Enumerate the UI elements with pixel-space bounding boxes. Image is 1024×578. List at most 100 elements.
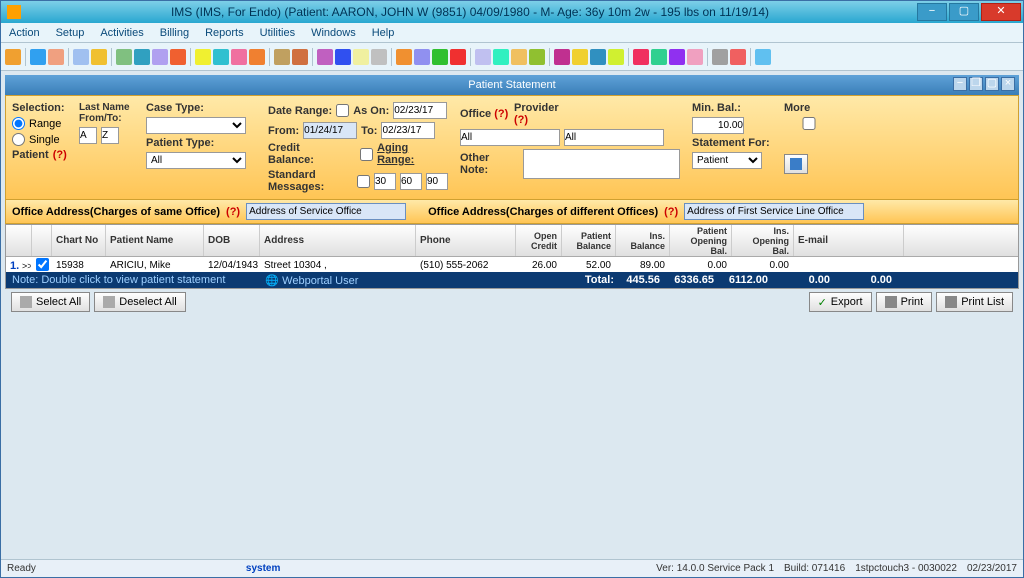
sm1-input[interactable]: [374, 173, 396, 190]
diff-office-help-icon[interactable]: (?): [664, 206, 678, 218]
col-header[interactable]: Patient Opening Bal.: [670, 225, 732, 256]
toolbar-icon-31[interactable]: [633, 49, 649, 65]
toolbar-icon-17[interactable]: [353, 49, 369, 65]
col-header[interactable]: Ins. Balance: [616, 225, 670, 256]
toolbar-icon-30[interactable]: [608, 49, 624, 65]
toolbar-icon-29[interactable]: [590, 49, 606, 65]
select-all-button[interactable]: Select All: [11, 292, 90, 312]
toolbar-icon-8[interactable]: [170, 49, 186, 65]
to-letter-input[interactable]: [101, 127, 119, 144]
col-header[interactable]: Ins. Opening Bal.: [732, 225, 794, 256]
toolbar-icon-11[interactable]: [231, 49, 247, 65]
toolbar-icon-28[interactable]: [572, 49, 588, 65]
office-input[interactable]: [460, 129, 560, 146]
range-radio[interactable]: [12, 117, 25, 130]
same-office-input[interactable]: [246, 203, 406, 220]
toolbar-icon-5[interactable]: [116, 49, 132, 65]
maximize-button[interactable]: ▢: [949, 3, 979, 21]
panel-max-button[interactable]: ▢: [985, 77, 999, 91]
toolbar-icon-15[interactable]: [317, 49, 333, 65]
menu-activities[interactable]: Activities: [96, 25, 147, 41]
toolbar-icon-21[interactable]: [432, 49, 448, 65]
toolbar-icon-2[interactable]: [48, 49, 64, 65]
toolbar-icon-19[interactable]: [396, 49, 412, 65]
panel-restore-button[interactable]: ❐: [969, 77, 983, 91]
single-radio[interactable]: [12, 133, 25, 146]
menu-help[interactable]: Help: [368, 25, 399, 41]
menu-utilities[interactable]: Utilities: [256, 25, 299, 41]
close-button[interactable]: ✕: [981, 3, 1021, 21]
provider-input[interactable]: [564, 129, 664, 146]
date-range-check[interactable]: [336, 104, 349, 117]
toolbar-icon-25[interactable]: [511, 49, 527, 65]
toolbar-icon-7[interactable]: [152, 49, 168, 65]
print-list-button[interactable]: Print List: [936, 292, 1013, 312]
col-header[interactable]: Patient Name: [106, 225, 204, 256]
toolbar-icon-33[interactable]: [669, 49, 685, 65]
go-button[interactable]: [784, 154, 808, 174]
toolbar-icon-22[interactable]: [450, 49, 466, 65]
toolbar-icon-1[interactable]: [30, 49, 46, 65]
toolbar-icon-20[interactable]: [414, 49, 430, 65]
menu-reports[interactable]: Reports: [201, 25, 248, 41]
more-check[interactable]: [784, 117, 834, 130]
minimize-button[interactable]: −: [917, 3, 947, 21]
toolbar-icon-26[interactable]: [529, 49, 545, 65]
toolbar-icon-32[interactable]: [651, 49, 667, 65]
toolbar-icon-4[interactable]: [91, 49, 107, 65]
menu-setup[interactable]: Setup: [52, 25, 89, 41]
to-date-input[interactable]: [381, 122, 435, 139]
col-header[interactable]: E-mail: [794, 225, 904, 256]
col-header[interactable]: Open Credit: [516, 225, 562, 256]
panel-min-button[interactable]: −: [953, 77, 967, 91]
grid-body[interactable]: 1. >>15938ARICIU, Mike12/04/1943Street 1…: [6, 257, 1018, 272]
same-office-help-icon[interactable]: (?): [226, 206, 240, 218]
deselect-all-button[interactable]: Deselect All: [94, 292, 185, 312]
col-header[interactable]: [32, 225, 52, 256]
table-row[interactable]: 1. >>15938ARICIU, Mike12/04/1943Street 1…: [6, 257, 1018, 272]
toolbar-icon-12[interactable]: [249, 49, 265, 65]
toolbar-icon-23[interactable]: [475, 49, 491, 65]
panel-close-button[interactable]: ×: [1001, 77, 1015, 91]
menu-action[interactable]: Action: [5, 25, 44, 41]
col-header[interactable]: DOB: [204, 225, 260, 256]
print-button[interactable]: Print: [876, 292, 933, 312]
credit-balance-check[interactable]: [360, 148, 373, 161]
toolbar-icon-16[interactable]: [335, 49, 351, 65]
min-bal-input[interactable]: [692, 117, 744, 134]
toolbar-icon-14[interactable]: [292, 49, 308, 65]
sm3-input[interactable]: [426, 173, 448, 190]
office-help-icon[interactable]: (?): [494, 108, 508, 120]
case-type-select[interactable]: [146, 117, 246, 134]
std-msg-check[interactable]: [357, 175, 370, 188]
patient-help-icon[interactable]: (?): [53, 149, 67, 161]
sm2-input[interactable]: [400, 173, 422, 190]
from-letter-input[interactable]: [79, 127, 97, 144]
toolbar-icon-36[interactable]: [730, 49, 746, 65]
menu-windows[interactable]: Windows: [307, 25, 360, 41]
col-header[interactable]: Phone: [416, 225, 516, 256]
toolbar-icon-3[interactable]: [73, 49, 89, 65]
toolbar-icon-37[interactable]: [755, 49, 771, 65]
as-on-input[interactable]: [393, 102, 447, 119]
toolbar-icon-9[interactable]: [195, 49, 211, 65]
statement-for-select[interactable]: Patient: [692, 152, 762, 169]
col-header[interactable]: Chart No: [52, 225, 106, 256]
toolbar-icon-34[interactable]: [687, 49, 703, 65]
other-note-input[interactable]: [523, 149, 680, 179]
col-header[interactable]: [6, 225, 32, 256]
col-header[interactable]: Address: [260, 225, 416, 256]
toolbar-icon-24[interactable]: [493, 49, 509, 65]
from-date-input[interactable]: [303, 122, 357, 139]
menu-billing[interactable]: Billing: [156, 25, 193, 41]
toolbar-icon-18[interactable]: [371, 49, 387, 65]
toolbar-icon-13[interactable]: [274, 49, 290, 65]
patient-type-select[interactable]: All: [146, 152, 246, 169]
row-check[interactable]: [36, 258, 49, 271]
col-header[interactable]: Patient Balance: [562, 225, 616, 256]
toolbar-icon-10[interactable]: [213, 49, 229, 65]
toolbar-icon-27[interactable]: [554, 49, 570, 65]
export-button[interactable]: ✓Export: [809, 292, 872, 312]
diff-office-input[interactable]: [684, 203, 864, 220]
toolbar-icon-0[interactable]: [5, 49, 21, 65]
